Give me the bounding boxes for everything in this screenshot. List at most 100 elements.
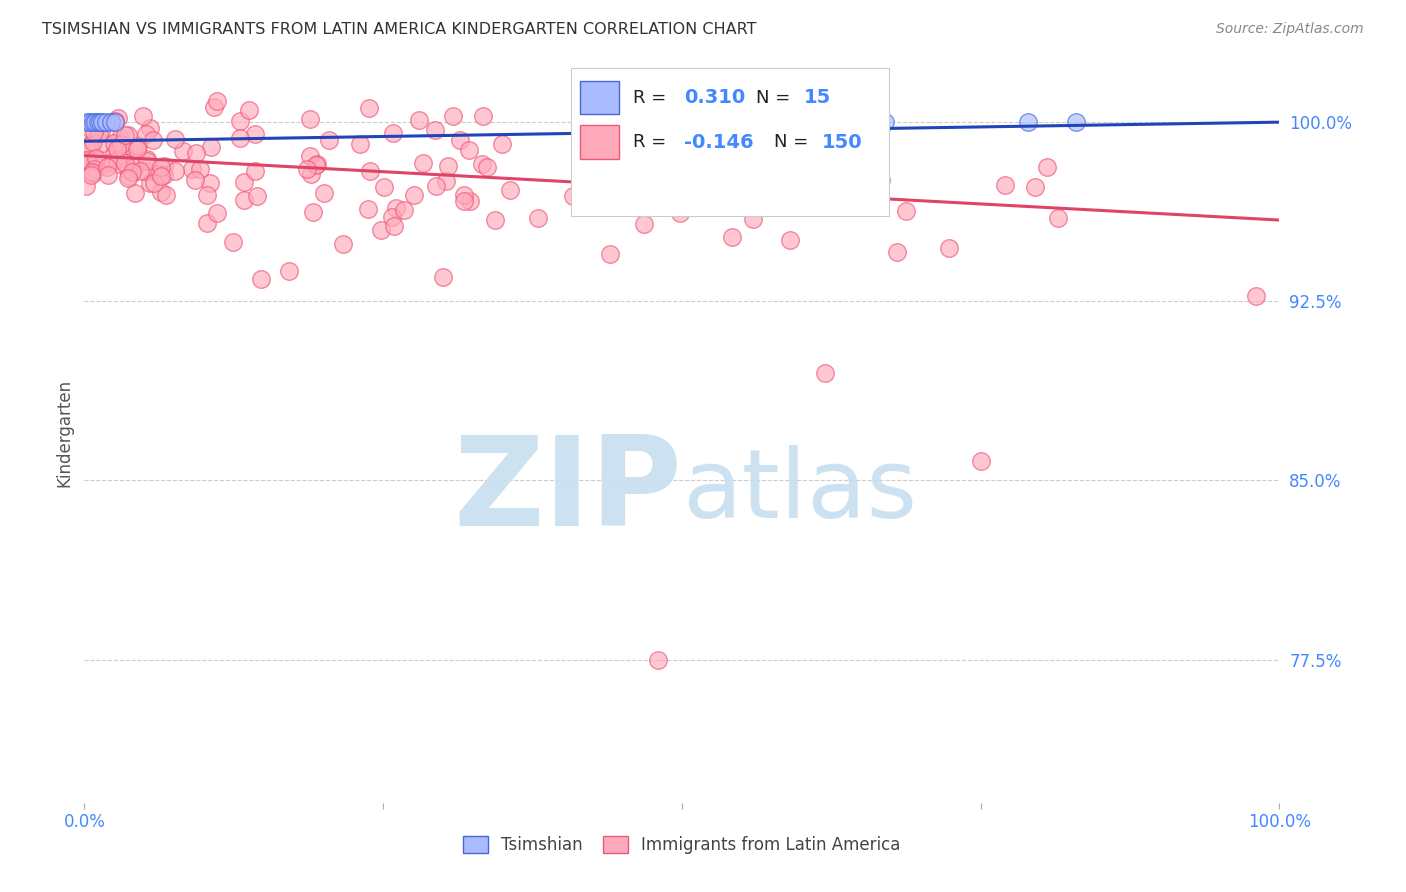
Point — [96, 168, 118, 182]
Point — [181, 162, 204, 177]
Point — [472, 109, 495, 123]
Point — [108, 130, 131, 145]
Point — [297, 161, 319, 176]
Point — [381, 211, 404, 225]
Point — [449, 133, 471, 147]
Point — [666, 187, 689, 202]
Point — [142, 133, 165, 147]
Point — [332, 237, 354, 252]
Point — [318, 132, 340, 146]
Point — [412, 156, 434, 170]
Point — [205, 206, 228, 220]
Point — [139, 120, 162, 135]
Point — [84, 115, 107, 129]
Point — [105, 157, 128, 171]
Point — [152, 159, 174, 173]
Point — [382, 219, 405, 234]
Point — [83, 125, 105, 139]
Point — [96, 161, 118, 175]
Point — [938, 241, 960, 255]
Point — [875, 115, 897, 129]
Point — [82, 115, 104, 129]
Point — [152, 168, 174, 182]
Point — [86, 115, 108, 129]
Point — [404, 187, 426, 202]
Point — [163, 132, 186, 146]
Point — [579, 193, 602, 207]
Point — [90, 124, 112, 138]
Point — [561, 189, 583, 203]
Point — [382, 126, 405, 140]
Point — [132, 109, 155, 123]
Point — [491, 136, 513, 151]
Y-axis label: Kindergarten: Kindergarten — [55, 378, 73, 487]
Text: N =: N = — [773, 133, 814, 151]
Point — [527, 211, 550, 225]
Point — [75, 154, 97, 169]
Point — [779, 233, 801, 247]
Point — [441, 109, 464, 123]
Point — [188, 161, 211, 176]
Point — [385, 201, 408, 215]
Text: ZIP: ZIP — [453, 432, 682, 552]
Point — [143, 176, 166, 190]
Point — [596, 184, 619, 198]
Point — [222, 235, 245, 249]
Point — [994, 178, 1017, 192]
Text: -0.146: -0.146 — [685, 133, 754, 152]
Point — [150, 185, 173, 199]
Point — [1066, 115, 1088, 129]
Point — [150, 161, 173, 175]
Point — [77, 121, 100, 136]
Point — [122, 142, 145, 156]
Point — [75, 140, 97, 154]
Point — [633, 217, 655, 231]
Point — [172, 145, 194, 159]
Point — [104, 115, 127, 129]
Point — [117, 128, 139, 142]
Point — [83, 162, 105, 177]
Point — [84, 152, 107, 166]
Text: TSIMSHIAN VS IMMIGRANTS FROM LATIN AMERICA KINDERGARTEN CORRELATION CHART: TSIMSHIAN VS IMMIGRANTS FROM LATIN AMERI… — [42, 22, 756, 37]
Point — [107, 111, 129, 125]
Point — [970, 454, 993, 468]
Point — [200, 140, 222, 154]
FancyBboxPatch shape — [581, 126, 619, 159]
Point — [114, 128, 136, 142]
Point — [870, 173, 893, 187]
Legend: Tsimshian, Immigrants from Latin America: Tsimshian, Immigrants from Latin America — [457, 830, 907, 861]
Text: 0.310: 0.310 — [685, 88, 745, 107]
Point — [302, 204, 325, 219]
Point — [742, 212, 765, 227]
Point — [1036, 160, 1059, 174]
Point — [80, 168, 103, 182]
Point — [229, 114, 252, 128]
Text: 15: 15 — [804, 88, 831, 107]
Point — [408, 113, 430, 128]
Point — [124, 152, 146, 166]
Point — [76, 153, 98, 168]
Point — [135, 153, 157, 167]
Point — [91, 157, 114, 171]
Text: R =: R = — [633, 133, 672, 151]
Point — [471, 157, 494, 171]
Point — [298, 112, 321, 127]
Point — [499, 183, 522, 197]
Point — [357, 202, 380, 217]
Point — [477, 160, 499, 174]
Point — [827, 115, 849, 129]
Point — [103, 136, 125, 150]
Point — [457, 144, 479, 158]
Point — [1018, 115, 1040, 129]
Point — [82, 136, 104, 150]
Point — [814, 366, 837, 380]
Point — [245, 163, 267, 178]
Point — [121, 165, 143, 179]
Text: Source: ZipAtlas.com: Source: ZipAtlas.com — [1216, 22, 1364, 37]
Point — [359, 164, 381, 178]
Point — [91, 115, 114, 129]
Point — [155, 188, 177, 202]
Point — [370, 223, 392, 237]
FancyBboxPatch shape — [581, 81, 619, 114]
Bar — [571, 68, 889, 217]
